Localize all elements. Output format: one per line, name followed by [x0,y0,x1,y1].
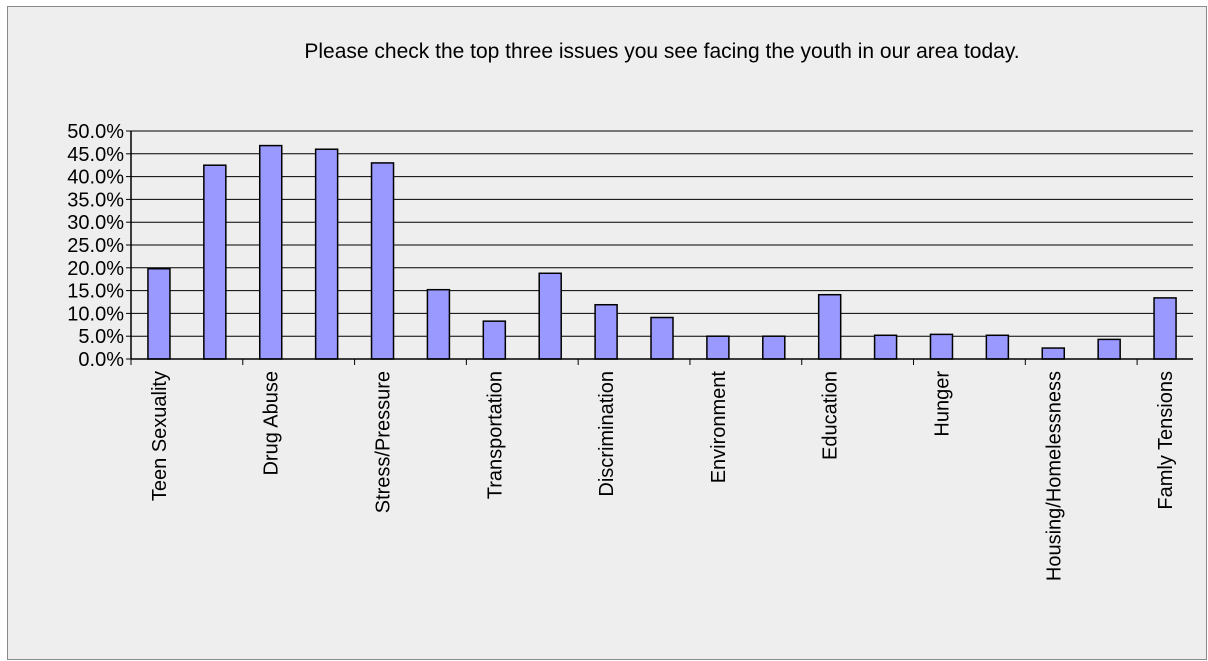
x-category-label: Discrimination [596,371,618,497]
bar [203,164,227,360]
bar [985,334,1010,360]
bar [762,335,786,360]
bar [426,288,451,360]
y-tick-label: 20.0% [67,258,124,280]
y-tick-label: 15.0% [67,281,124,303]
bar [817,293,842,360]
y-tick-label: 5.0% [78,326,124,348]
y-tick-label: 35.0% [67,189,124,211]
y-tick-label: 30.0% [67,212,124,234]
bar [314,148,339,360]
bars [147,144,1177,360]
y-tick-label: 0.0% [78,349,124,371]
x-category-label: Housing/Homelessness [1043,371,1065,581]
bar [370,162,395,360]
x-axis-labels: Teen Sexuality Drug Abuse Stress/Pressure T… [149,371,1177,582]
x-category-label: Environment [708,371,730,484]
bar [873,334,898,360]
bar [929,333,954,360]
x-category-label: Hunger [931,371,953,437]
axes [130,131,1193,365]
x-category-label: Stress/Pressure [373,371,395,513]
x-category-label: Famly Tensions [1155,371,1177,510]
x-category-label: Drug Abuse [261,371,283,476]
chart-frame: Please check the top three issues you se… [7,6,1207,660]
bar [1097,338,1121,360]
bar [650,316,674,360]
bar [258,144,283,360]
bar-chart: Please check the top three issues you se… [67,40,1193,582]
x-category-label: Transportation [484,371,506,499]
x-category-label: Education [820,371,842,460]
bar [1153,297,1177,360]
y-tick-label: 50.0% [67,121,124,143]
bar [482,320,507,360]
y-tick-label: 40.0% [67,167,124,189]
gridlines [131,130,1193,337]
bar [594,303,618,360]
y-tick-label: 45.0% [67,144,124,166]
y-axis-ticks: 0.0%5.0%10.0%15.0%20.0%25.0%30.0%35.0%40… [67,121,131,371]
chart-title: Please check the top three issues you se… [304,40,1019,63]
bar [1041,347,1066,360]
bar [538,272,562,360]
bar [147,267,171,360]
y-tick-label: 10.0% [67,303,124,325]
bar [706,335,730,360]
y-tick-label: 25.0% [67,235,124,257]
x-category-label: Teen Sexuality [149,371,171,501]
